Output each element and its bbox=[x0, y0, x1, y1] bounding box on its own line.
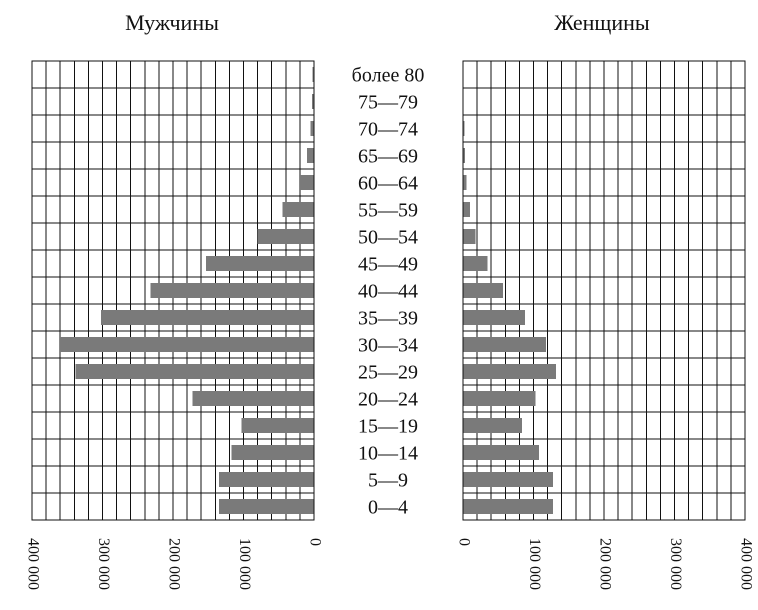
age-group-label: 55—59 bbox=[358, 200, 418, 222]
male-bar bbox=[218, 499, 314, 514]
age-group-label: 30—34 bbox=[358, 335, 418, 357]
male-bar bbox=[312, 67, 314, 82]
female-bar bbox=[463, 418, 523, 433]
male-bar bbox=[60, 337, 315, 352]
age-group-label: 70—74 bbox=[358, 119, 418, 141]
male-bar bbox=[282, 202, 314, 217]
female-bar bbox=[463, 391, 536, 406]
male-bar bbox=[299, 175, 314, 190]
male-bar bbox=[241, 418, 314, 433]
male-bar bbox=[150, 283, 314, 298]
age-group-label: 35—39 bbox=[358, 308, 418, 330]
male-x-tick-label: 0 bbox=[306, 538, 323, 546]
male-bar bbox=[310, 121, 314, 136]
male-bar bbox=[218, 472, 314, 487]
female-x-tick-label: 400 000 bbox=[737, 538, 754, 590]
male-bar bbox=[306, 148, 314, 163]
age-group-label: 75—79 bbox=[358, 92, 418, 114]
age-group-label: 40—44 bbox=[358, 281, 418, 303]
age-group-label: более 80 bbox=[352, 65, 425, 87]
female-panel-title: Женщины bbox=[554, 10, 650, 35]
female-bar bbox=[463, 148, 466, 163]
male-bar bbox=[231, 445, 314, 460]
age-group-label: 20—24 bbox=[358, 389, 418, 411]
age-group-label: 45—49 bbox=[358, 254, 418, 276]
female-bar bbox=[463, 337, 547, 352]
male-bars bbox=[60, 67, 315, 514]
male-bar bbox=[257, 229, 314, 244]
male-x-tick-label: 100 000 bbox=[236, 538, 253, 590]
age-group-label: 50—54 bbox=[358, 227, 418, 249]
age-group-label: 65—69 bbox=[358, 146, 418, 168]
male-x-tick-label: 400 000 bbox=[24, 538, 41, 590]
female-x-tick-label: 300 000 bbox=[667, 538, 684, 590]
age-group-label: 0—4 bbox=[368, 497, 408, 519]
male-bar bbox=[192, 391, 314, 406]
male-x-tick-label: 300 000 bbox=[95, 538, 112, 590]
male-bar bbox=[206, 256, 314, 271]
female-bar bbox=[463, 202, 471, 217]
female-bar bbox=[463, 256, 488, 271]
male-bar bbox=[101, 310, 314, 325]
female-bar bbox=[463, 175, 467, 190]
female-bar bbox=[463, 310, 526, 325]
female-bar bbox=[463, 499, 554, 514]
female-bar bbox=[463, 364, 557, 379]
female-panel-border bbox=[462, 60, 746, 521]
male-bar bbox=[311, 94, 314, 109]
female-bar bbox=[463, 229, 476, 244]
female-x-tick-label: 0 bbox=[455, 538, 472, 546]
male-bar bbox=[75, 364, 315, 379]
male-panel-title: Мужчины bbox=[125, 10, 219, 35]
female-bar bbox=[463, 472, 554, 487]
female-bars bbox=[463, 67, 557, 514]
male-x-tick-labels: 0 100 000 200 000 300 000 400 000 bbox=[24, 538, 323, 590]
age-group-label: 10—14 bbox=[358, 443, 418, 465]
female-x-tick-labels: 0 100 000 200 000 300 000 400 000 bbox=[455, 538, 754, 590]
female-bar bbox=[463, 121, 465, 136]
male-panel-border bbox=[31, 60, 315, 521]
female-x-tick-label: 200 000 bbox=[596, 538, 613, 590]
female-bar bbox=[463, 445, 540, 460]
age-group-label: 5—9 bbox=[368, 470, 408, 492]
age-group-label: 25—29 bbox=[358, 362, 418, 384]
age-group-labels: 0—4 5—9 10—14 15—19 20—24 25—29 30—34 35—39 40—4… bbox=[352, 65, 425, 519]
age-group-label: 60—64 bbox=[358, 173, 418, 195]
male-x-tick-label: 200 000 bbox=[165, 538, 182, 590]
female-x-tick-label: 100 000 bbox=[526, 538, 543, 590]
female-bar bbox=[463, 283, 504, 298]
age-group-label: 15—19 bbox=[358, 416, 418, 438]
